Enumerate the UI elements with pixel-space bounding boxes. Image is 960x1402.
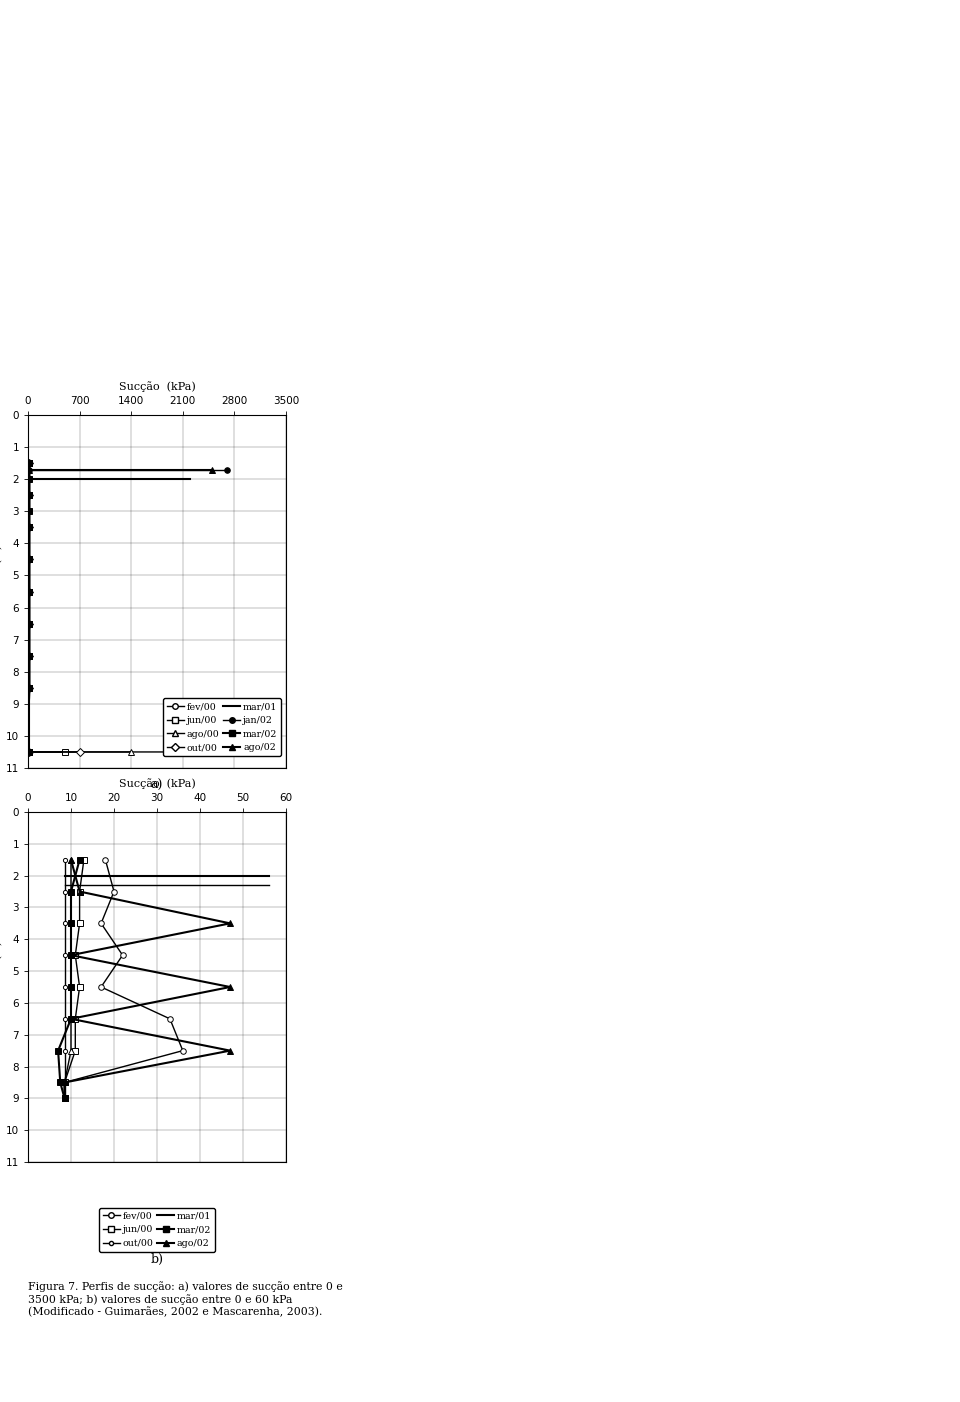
Y-axis label: Profundidade (m): Profundidade (m) <box>0 941 3 1033</box>
Text: Figura 7. Perfis de sucção: a) valores de sucção entre 0 e
3500 kPa; b) valores : Figura 7. Perfis de sucção: a) valores d… <box>28 1281 343 1316</box>
Text: a): a) <box>151 780 163 792</box>
Text: b): b) <box>151 1253 163 1266</box>
Legend: fev/00, jun/00, ago/00, out/00, mar/01, jan/02, mar/02, ago/02: fev/00, jun/00, ago/00, out/00, mar/01, … <box>163 698 281 756</box>
Y-axis label: Profundidade (m): Profundidade (m) <box>0 545 3 638</box>
X-axis label: Sucção  (kPa): Sucção (kPa) <box>119 381 196 393</box>
Legend: fev/00, jun/00, out/00, mar/01, mar/02, ago/02: fev/00, jun/00, out/00, mar/01, mar/02, … <box>99 1207 215 1252</box>
X-axis label: Sucção  (kPa): Sucção (kPa) <box>119 778 196 789</box>
